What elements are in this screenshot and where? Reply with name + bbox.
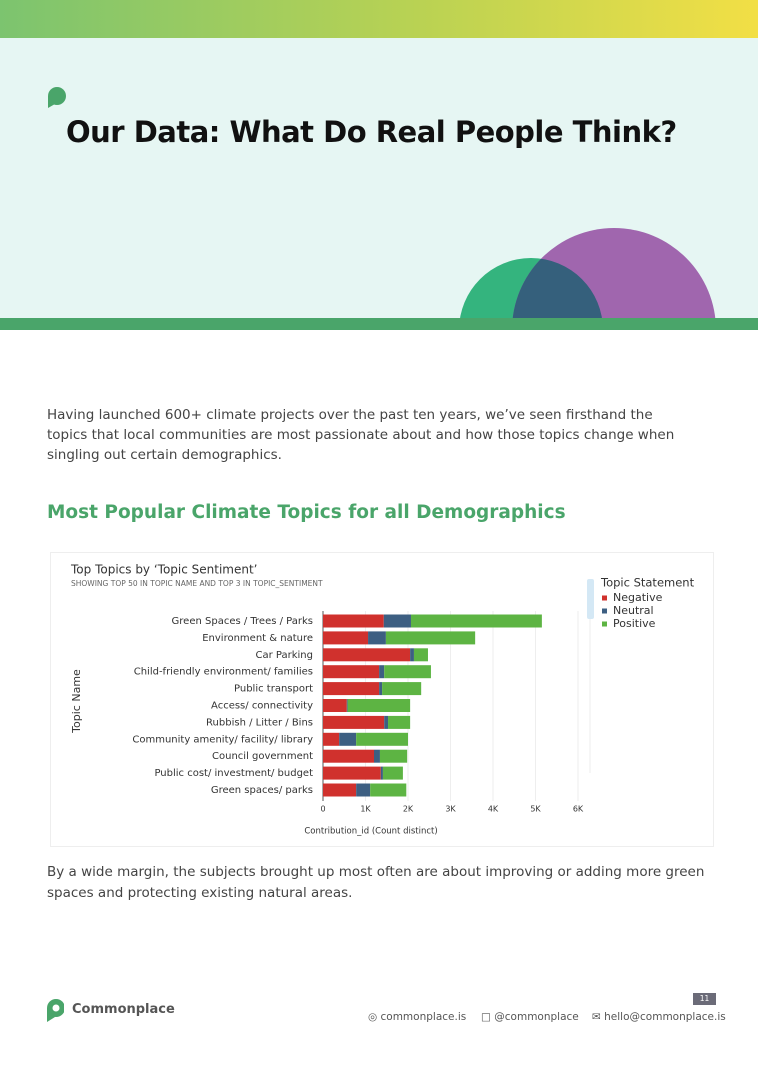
bar-segment xyxy=(383,614,411,628)
bar-segment xyxy=(413,648,428,662)
bar-segment xyxy=(382,766,403,780)
y-tick-label: Child-friendly environment/ families xyxy=(134,667,313,678)
email-text: hello@commonplace.is xyxy=(604,1011,726,1023)
bar-segment xyxy=(370,783,407,797)
x-tick-label: 0 xyxy=(320,805,325,814)
scrollbar[interactable] xyxy=(587,579,594,619)
legend-label: Negative xyxy=(613,591,663,604)
top-band xyxy=(0,0,758,38)
caption: By a wide margin, the subjects brought u… xyxy=(47,864,705,901)
y-tick-label: Public cost/ investment/ budget xyxy=(154,768,313,779)
y-tick-label: Community amenity/ facility/ library xyxy=(132,734,313,745)
legend-swatch xyxy=(602,608,607,614)
x-tick-label: 5K xyxy=(530,805,541,814)
bar-segment xyxy=(379,665,385,679)
legend-swatch xyxy=(602,621,607,627)
page-title: Our Data: What Do Real People Think? xyxy=(66,115,677,149)
x-axis-label: Contribution_id (Count distinct) xyxy=(304,827,437,837)
bar-segment xyxy=(323,749,374,763)
bar-segment xyxy=(323,732,340,746)
section-heading: Most Popular Climate Topics for all Demo… xyxy=(47,502,566,523)
chart: Top Topics by ‘Topic Sentiment’ SHOWING … xyxy=(50,552,714,847)
bar-segment xyxy=(382,682,422,696)
bar-segment xyxy=(410,648,414,662)
email[interactable]: ✉ hello@commonplace.is xyxy=(592,1011,726,1023)
bar-segment xyxy=(323,682,380,696)
bar-segment xyxy=(323,715,385,729)
bar-segment xyxy=(323,665,380,679)
bar-segment xyxy=(388,715,411,729)
bar-segment xyxy=(323,783,357,797)
bar-segment xyxy=(347,699,411,712)
page-number: 11 xyxy=(693,993,716,1005)
social[interactable]: □ @commonplace xyxy=(481,1011,579,1023)
x-tick-label: 1K xyxy=(360,805,371,814)
bar-segment xyxy=(323,648,411,662)
bar-segment xyxy=(368,631,386,645)
bar-segment xyxy=(356,732,408,746)
bar-segment xyxy=(323,766,381,780)
bar-segment xyxy=(346,699,348,712)
bar-segment xyxy=(410,614,542,628)
bar-segment xyxy=(384,665,431,679)
website-text: commonplace.is xyxy=(380,1011,467,1023)
chart-title: Top Topics by ‘Topic Sentiment’ xyxy=(70,563,258,577)
bar-segment xyxy=(356,783,371,797)
footer-logo xyxy=(47,999,64,1022)
x-tick-label: 3K xyxy=(445,805,456,814)
bar-segment xyxy=(323,631,369,645)
social-text: @commonplace xyxy=(494,1011,579,1023)
bar-segment xyxy=(323,614,384,628)
legend-title: Topic Statement xyxy=(600,576,695,590)
website[interactable]: ◎ commonplace.is xyxy=(368,1011,467,1023)
x-tick-label: 2K xyxy=(403,805,414,814)
legend-label: Positive xyxy=(613,617,656,630)
x-tick-label: 6K xyxy=(573,805,584,814)
footer-brand: Commonplace xyxy=(72,1002,175,1017)
y-tick-label: Public transport xyxy=(234,684,313,695)
bar-segment xyxy=(380,766,383,780)
bar-segment xyxy=(374,749,380,763)
y-tick-label: Environment & nature xyxy=(202,633,313,644)
legend-swatch xyxy=(602,595,607,601)
y-axis-label: Topic Name xyxy=(70,669,83,734)
intro-text: Having launched 600+ climate projects ov… xyxy=(47,407,675,463)
y-tick-label: Car Parking xyxy=(256,650,313,661)
bar-segment xyxy=(379,749,408,763)
bar-segment xyxy=(385,631,476,645)
y-tick-label: Access/ connectivity xyxy=(211,701,313,712)
y-tick-label: Green Spaces / Trees / Parks xyxy=(172,616,313,627)
bar-segment xyxy=(384,715,389,729)
hero-art xyxy=(0,87,758,330)
x-tick-label: 4K xyxy=(488,805,499,814)
bar-segment xyxy=(379,682,383,696)
bar-segment xyxy=(339,732,357,746)
y-tick-label: Council government xyxy=(212,751,313,762)
legend-label: Neutral xyxy=(613,604,654,617)
chart-subtitle: SHOWING TOP 50 IN TOPIC NAME AND TOP 3 I… xyxy=(71,579,323,588)
y-tick-label: Rubbish / Litter / Bins xyxy=(206,717,313,728)
bar-segment xyxy=(323,699,347,712)
y-tick-label: Green spaces/ parks xyxy=(211,785,313,796)
